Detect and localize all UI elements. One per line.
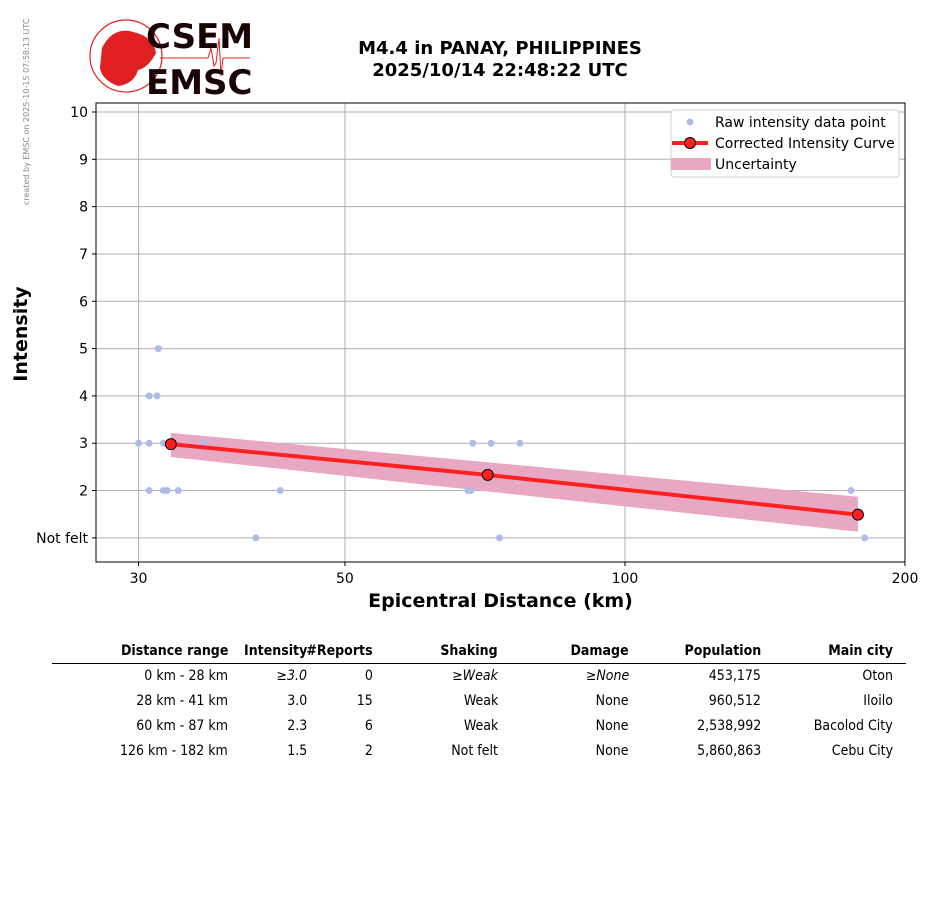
- chart-title: M4.4 in PANAY, PHILIPPINES 2025/10/14 22…: [300, 38, 700, 82]
- x-tick-label: 200: [892, 571, 919, 587]
- table-cell: Bacolod City: [814, 718, 893, 734]
- table-cell: 3.0: [286, 693, 307, 709]
- table-cell: 2,538,992: [696, 718, 761, 734]
- legend-label: Corrected Intensity Curve: [715, 136, 895, 152]
- y-axis-label: Intensity: [10, 286, 32, 382]
- table-header-cell: #Reports: [306, 643, 373, 659]
- table-cell: Weak: [463, 693, 498, 709]
- table-cell: Cebu City: [831, 743, 893, 759]
- table-cell: 60 km - 87 km: [136, 718, 228, 734]
- table-cell: 6: [364, 718, 373, 734]
- raw-data-point: [252, 534, 260, 542]
- raw-data-point: [469, 439, 477, 447]
- table-cell: 0: [364, 668, 373, 684]
- table-cell: ≥Weak: [452, 668, 498, 684]
- table-header-cell: Damage: [570, 643, 629, 659]
- curve-point: [481, 468, 494, 481]
- legend-raw-marker: [686, 118, 694, 126]
- raw-data-point: [163, 487, 171, 495]
- y-tick-label: 9: [79, 152, 88, 168]
- raw-data-point: [154, 345, 162, 353]
- table-cell: None: [596, 718, 629, 734]
- y-tick-label: 4: [79, 389, 88, 405]
- raw-data-point: [145, 439, 153, 447]
- x-tick-label: 100: [612, 571, 639, 587]
- y-tick-label: 2: [79, 484, 88, 500]
- legend-curve-marker: [684, 137, 696, 149]
- table-header-cell: Main city: [828, 643, 893, 659]
- raw-data-point: [174, 487, 182, 495]
- table-cell: Oton: [862, 668, 893, 684]
- y-tick-label: 6: [79, 294, 88, 310]
- table-cell: None: [596, 743, 629, 759]
- raw-data-point: [467, 487, 475, 495]
- x-tick-label: 30: [130, 571, 148, 587]
- table-cell: 28 km - 41 km: [136, 693, 228, 709]
- table-cell: 15: [356, 693, 373, 709]
- table-header-cell: Distance range: [120, 643, 228, 659]
- table-cell: 5,860,863: [696, 743, 761, 759]
- y-tick-label: 5: [79, 342, 88, 358]
- table-cell: Weak: [463, 718, 498, 734]
- raw-data-point: [153, 392, 161, 400]
- table-cell: 2: [364, 743, 373, 759]
- y-tick-label: 8: [79, 200, 88, 216]
- legend-label: Raw intensity data point: [715, 115, 886, 131]
- table-header-cell: Shaking: [440, 643, 498, 659]
- y-tick-label: 7: [79, 247, 88, 263]
- curve-point: [164, 438, 177, 451]
- x-axis-label: Epicentral Distance (km): [368, 590, 633, 612]
- legend-box: [670, 109, 900, 178]
- title-event: M4.4 in PANAY, PHILIPPINES: [358, 38, 642, 59]
- table-cell: ≥None: [585, 668, 629, 684]
- table-cell: 960,512: [708, 693, 761, 709]
- table-header-cell: Population: [684, 643, 761, 659]
- table-cell: 2.3: [286, 718, 307, 734]
- raw-data-point: [145, 392, 153, 400]
- table-cell: None: [596, 693, 629, 709]
- table-header-rule: [52, 663, 906, 664]
- uncertainty-band: [170, 432, 858, 532]
- table-cell: 1.5: [286, 743, 307, 759]
- raw-data-point: [145, 487, 153, 495]
- curve-point: [851, 508, 864, 521]
- title-datetime: 2025/10/14 22:48:22 UTC: [372, 60, 628, 81]
- table-cell: ≥3.0: [276, 668, 307, 684]
- intensity-chart: 30 50 100 200 Not felt 2 3 4 5 6 7 8 9 10 Epicentral D…: [10, 102, 919, 612]
- raw-data-point: [861, 534, 869, 542]
- plot-frame: [95, 102, 906, 563]
- logo-text-csem: CSEM: [146, 18, 253, 57]
- raw-data-point: [847, 487, 855, 495]
- raw-data-point: [495, 534, 503, 542]
- table-cell: 0 km - 28 km: [144, 668, 228, 684]
- table-cell: Not felt: [451, 743, 498, 759]
- y-tick-label: 10: [70, 105, 88, 121]
- raw-data-point: [276, 487, 284, 495]
- table-cell: Iloilo: [863, 693, 893, 709]
- x-tick-label: 50: [336, 571, 354, 587]
- raw-data-point: [516, 439, 524, 447]
- table-header-cell: Intensity: [243, 643, 307, 659]
- seismogram-icon: [160, 37, 250, 77]
- legend-band-swatch: [671, 158, 711, 170]
- europe-map-icon: [100, 30, 156, 86]
- y-tick-label: 3: [79, 436, 88, 452]
- emsc-logo: CSEM EMSC: [89, 18, 253, 98]
- y-tick-label: Not felt: [36, 531, 88, 547]
- logo-text-emsc: EMSC: [146, 63, 253, 98]
- table-cell: 453,175: [708, 668, 761, 684]
- raw-data-point: [199, 439, 207, 447]
- legend-label: Uncertainty: [715, 157, 797, 173]
- table-cell: 126 km - 182 km: [120, 743, 228, 759]
- corrected-intensity-curve: [170, 442, 859, 517]
- raw-data-point: [487, 439, 495, 447]
- raw-data-point: [135, 439, 143, 447]
